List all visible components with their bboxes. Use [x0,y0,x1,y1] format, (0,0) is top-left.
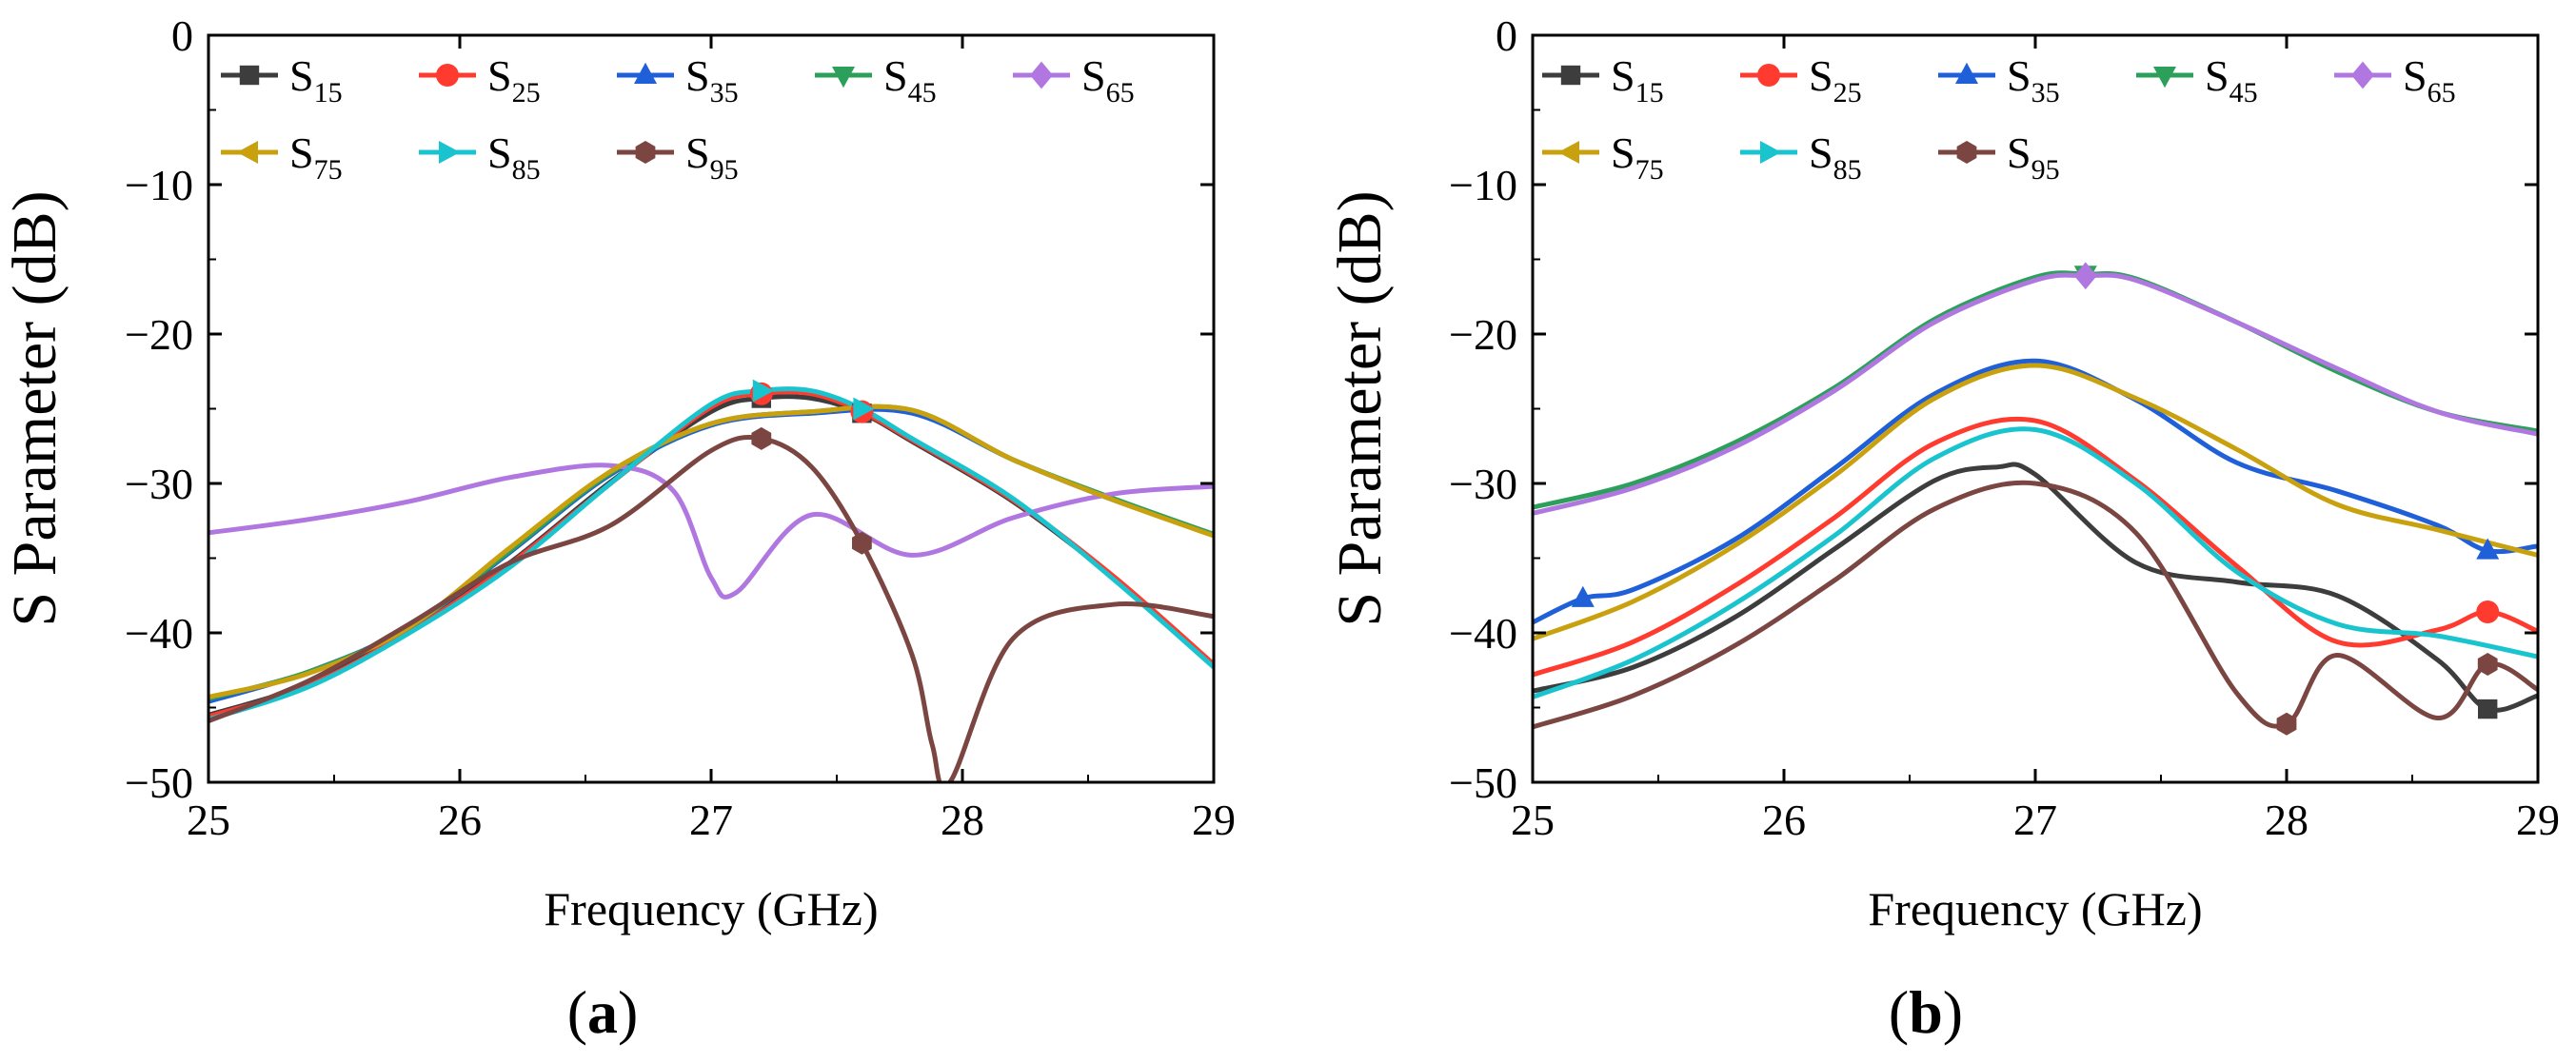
y-tick-label: −20 [125,310,193,359]
y-tick-label: 0 [1496,11,1517,60]
x-axis-title: Frequency (GHz) [544,882,878,935]
y-tick-label: −10 [125,161,193,209]
y-tick-label: −40 [1449,609,1517,658]
legend-label: S15 [1611,51,1664,108]
legend-marker [2153,67,2176,89]
series-line-s35 [1533,358,2538,625]
legend-marker [1557,141,1579,164]
legend-marker [1757,64,1780,87]
legend-marker [832,67,855,89]
x-tick-label: 27 [689,796,733,844]
x-axis-title: Frequency (GHz) [1868,882,2202,935]
x-tick-label: 25 [187,796,230,844]
panel-label: (a) [567,978,639,1046]
series-line-s15 [1533,462,2538,713]
y-tick-label: −40 [125,609,193,658]
y-tick-label: 0 [171,11,193,60]
y-tick-label: −50 [125,758,193,807]
data-point-s15 [2478,699,2498,719]
legend-label: S95 [685,128,739,186]
legend-label: S35 [685,51,739,108]
data-point-s85 [853,397,875,421]
legend-label: S65 [2403,51,2456,108]
legend-marker [2351,61,2374,89]
legend-label: S85 [1809,128,1862,186]
legend-label: S45 [883,51,937,108]
series-line-s65 [1533,272,2538,516]
legend-marker [1955,62,1978,84]
data-point-s95 [751,426,772,450]
plot-area [208,379,1214,782]
axes-frame [1531,33,2540,784]
series-line-s85 [208,386,1214,722]
legend-marker [635,141,656,164]
legend-marker [1560,65,1581,86]
x-tick-label: 28 [941,796,984,844]
x-tick-label: 29 [1192,796,1236,844]
legend-marker [436,64,459,87]
legend-label: S75 [1611,128,1664,186]
y-axis-title: S Parameter (dB) [1325,190,1395,626]
legend-marker [1030,61,1053,89]
y-tick-label: −30 [1449,460,1517,508]
legend: S15 S25 S35 S45 S65 S75 S85 S95 [221,51,1135,186]
x-tick-label: 28 [2265,796,2308,844]
legend-label: S35 [2007,51,2060,108]
x-tick-label: 27 [2013,796,2057,844]
series-line-s85 [1533,426,2538,699]
panel-label: (b) [1889,978,1963,1046]
legend-marker [236,141,258,164]
y-tick-label: −20 [1449,310,1517,359]
data-point-s95 [852,531,872,555]
legend-label: S25 [487,51,541,108]
legend-label: S95 [2007,128,2060,186]
series-line-s95 [208,435,1214,782]
series-line-s65 [208,463,1214,600]
legend-marker [1760,141,1782,164]
legend-marker [634,62,657,84]
legend-marker [1956,141,1977,164]
panel-b-chart: 25 26 27 28 29 0 −10 −20 −30 −40 −50 Frequency (GHz… [1325,11,2560,1046]
data-point-s25 [2476,600,2500,624]
legend: S15 S25 S35 S45 S65 S75 S85 S95 [1542,51,2456,186]
data-point-s65 [2073,262,2097,290]
series-line-s15 [208,394,1214,718]
legend-marker [239,65,260,86]
y-tick-label: −10 [1449,161,1517,209]
data-point-s35 [1571,585,1595,607]
data-point-s35 [2476,538,2500,560]
y-axis-title: S Parameter (dB) [0,190,69,626]
series-line-s45 [1533,270,2538,510]
y-tick-label: −30 [125,460,193,508]
y-tick-label: −50 [1449,758,1517,807]
panel-a-chart: 25 26 27 28 29 0 −10 −20 −30 −40 −50 Frequency (GHz… [0,11,1236,1046]
x-tick-label: 25 [1511,796,1555,844]
series-line-s75 [1533,363,2538,641]
data-point-s95 [2276,712,2297,736]
legend-label: S75 [289,128,343,186]
data-point-s95 [2477,652,2498,676]
legend-label: S65 [1081,51,1135,108]
legend-label: S25 [1809,51,1862,108]
x-tick-label: 26 [1762,796,1806,844]
series-line-s95 [1533,480,2538,730]
x-tick-label: 29 [2516,796,2560,844]
series-line-s25 [208,389,1214,719]
plot-area [1533,262,2538,736]
legend-marker [439,141,461,164]
legend-label: S85 [487,128,541,186]
x-tick-label: 26 [438,796,482,844]
legend-label: S15 [289,51,343,108]
data-point-s85 [752,379,774,403]
legend-label: S45 [2205,51,2258,108]
